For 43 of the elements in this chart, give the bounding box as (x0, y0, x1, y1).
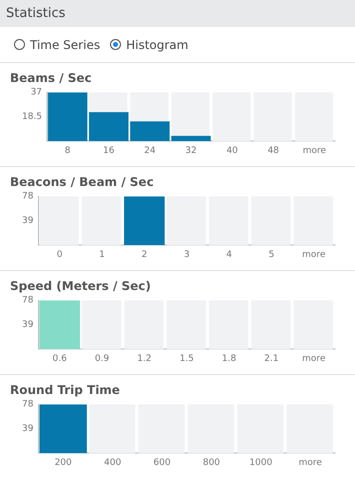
chart-title: Beams / Sec (9, 71, 93, 85)
x-tick-label: 4 (226, 250, 232, 260)
x-tick-label: more (302, 146, 327, 156)
x-tick-label: 48 (268, 146, 280, 156)
x-tick-label: 200 (54, 458, 72, 468)
x-tick-label: more (302, 354, 326, 364)
y-tick-label: 39 (22, 320, 34, 330)
y-tick-label: 39 (22, 216, 34, 226)
x-tick-label: 1.8 (222, 354, 237, 364)
x-tick-label: 40 (226, 146, 238, 156)
x-tick-label: 600 (153, 458, 171, 468)
x-tick-label: 0.9 (94, 354, 110, 364)
y-tick-label: 78 (22, 296, 34, 306)
x-tick-label: 1 (99, 250, 105, 260)
y-tick-label: 37 (30, 88, 42, 98)
chart-title: Beacons / Beam / Sec (9, 175, 155, 189)
x-tick-label: 3 (184, 250, 190, 260)
y-tick-label: 78 (22, 400, 34, 410)
x-tick-label: 24 (144, 146, 156, 156)
x-tick-label: 32 (185, 146, 197, 156)
x-tick-label: 1000 (249, 458, 273, 468)
text: Statistics (0, 0, 355, 27)
x-tick-label: 2 (141, 250, 148, 260)
x-tick-label: 5 (268, 250, 274, 260)
bar (171, 136, 211, 142)
x-tick-label: more (298, 458, 322, 468)
y-tick-label: 78 (22, 192, 34, 202)
x-tick-label: 800 (202, 458, 220, 468)
text: Time Series (30, 38, 100, 52)
chart-title: Speed (Meters / Sec) (9, 279, 152, 293)
y-tick-label: 18.5 (22, 112, 42, 122)
x-tick-label: 400 (104, 458, 122, 468)
x-tick-label: 0.6 (52, 354, 68, 364)
x-tick-label: 16 (103, 146, 115, 156)
x-tick-label: 2.1 (264, 354, 279, 364)
x-tick-label: 1.2 (137, 354, 152, 364)
x-tick-label: 0 (56, 250, 63, 260)
y-tick-label: 39 (22, 424, 34, 434)
x-tick-label: more (302, 250, 326, 260)
x-tick-label: 1.5 (180, 354, 194, 364)
text: Histogram (126, 38, 188, 52)
x-tick-label: 8 (64, 146, 71, 156)
chart-title: Round Trip Time (9, 383, 121, 397)
